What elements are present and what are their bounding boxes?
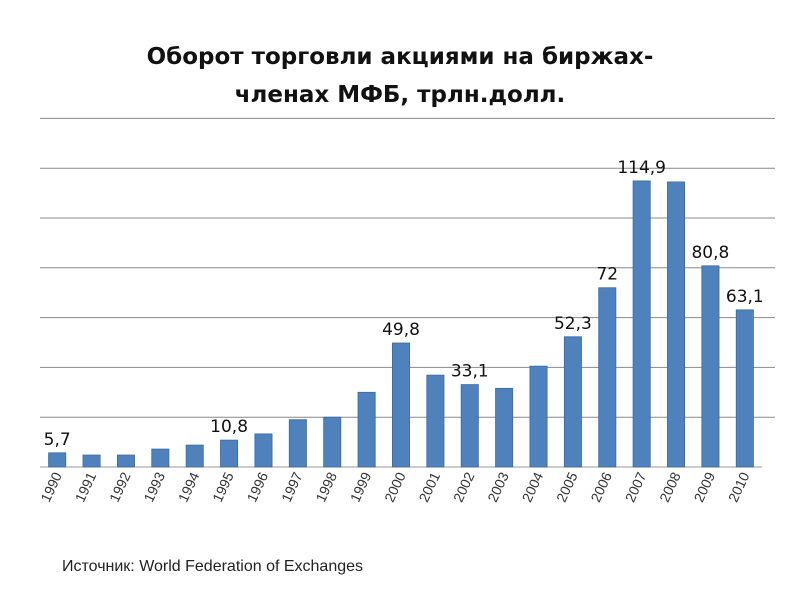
x-tick-label: 2006 — [587, 469, 615, 504]
data-label: 5,7 — [44, 430, 71, 450]
x-tick-label: 1991 — [72, 469, 100, 504]
bar-2006 — [598, 287, 617, 468]
x-tick-label: 2010 — [725, 469, 753, 504]
x-tick-label: 1990 — [37, 469, 65, 504]
chart-title: Оборот торговли акциями на биржах- члена… — [0, 38, 800, 114]
x-tick-label: 2004 — [519, 469, 547, 504]
x-tick-label: 1996 — [244, 469, 272, 504]
bar-1991 — [82, 454, 101, 468]
bar-1994 — [185, 444, 204, 468]
bar-1993 — [151, 448, 170, 468]
title-line-2: членах МФБ, трлн.долл. — [234, 82, 566, 108]
data-label: 10,8 — [210, 417, 248, 437]
x-tick-label: 1999 — [347, 469, 375, 504]
bar-1990 — [48, 452, 67, 468]
x-tick-label: 1998 — [312, 469, 340, 504]
x-tick-label: 2001 — [415, 469, 443, 504]
bar-2003 — [495, 387, 514, 468]
x-tick-label: 2003 — [484, 469, 512, 504]
x-tick-label: 1997 — [278, 469, 306, 504]
data-label: 49,8 — [382, 320, 420, 340]
bar-1996 — [254, 433, 273, 468]
x-tick-label: 2005 — [553, 469, 581, 504]
bar-1992 — [116, 454, 135, 468]
data-label: 63,1 — [726, 287, 764, 307]
title-line-1: Оборот торговли акциями на биржах- — [146, 44, 654, 70]
bar-2010 — [735, 309, 754, 468]
x-tick-label: 2008 — [656, 469, 684, 504]
x-tick-label: 1993 — [140, 469, 168, 504]
bar-2007 — [632, 180, 651, 468]
bar-2004 — [529, 365, 548, 468]
bar-1999 — [357, 391, 376, 468]
x-tick-label: 2002 — [450, 469, 478, 504]
source-note: Источник: World Federation of Exchanges — [62, 558, 364, 575]
bar-2002 — [460, 384, 479, 468]
bar-2005 — [563, 336, 582, 468]
x-tick-label: 1995 — [209, 469, 237, 504]
bar-1995 — [220, 439, 239, 468]
bar-2001 — [426, 374, 445, 468]
data-label: 80,8 — [691, 243, 729, 263]
x-tick-label: 2000 — [381, 469, 409, 504]
bar-1998 — [323, 416, 342, 468]
bar-1997 — [288, 419, 307, 468]
data-label: 114,9 — [617, 158, 666, 178]
x-tick-label: 2009 — [690, 469, 718, 504]
bar-2009 — [701, 265, 720, 468]
data-label: 33,1 — [451, 362, 489, 382]
x-tick-label: 1992 — [106, 469, 134, 504]
bar-2008 — [667, 181, 686, 468]
data-label: 52,3 — [554, 314, 592, 334]
x-tick-label: 1994 — [175, 469, 203, 504]
x-tick-label: 2007 — [622, 469, 650, 504]
bar-2000 — [392, 342, 410, 468]
data-label: 72 — [596, 265, 618, 285]
